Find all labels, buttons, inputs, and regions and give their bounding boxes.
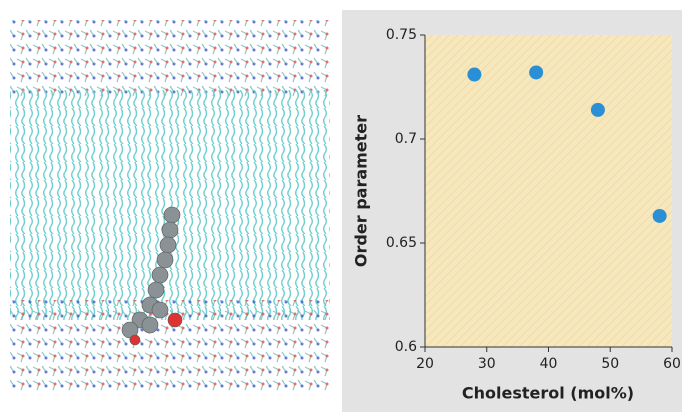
point: [590, 102, 605, 117]
x-axis-title: Cholesterol (mol%): [462, 384, 634, 403]
x-tick-label: 60: [663, 356, 681, 372]
y-tick-label: 0.6: [395, 339, 417, 355]
y-tick-label: 0.65: [386, 235, 417, 251]
y-tick-label: 0.75: [386, 27, 417, 43]
y-axis-title: Order parameter: [352, 115, 371, 267]
point: [467, 67, 482, 82]
point: [529, 65, 544, 80]
membrane-image: [10, 20, 330, 390]
x-tick-label: 50: [601, 356, 619, 372]
y-tick-label: 0.7: [395, 131, 417, 147]
point: [652, 208, 667, 223]
x-tick-label: 20: [416, 356, 434, 372]
x-tick-label: 40: [540, 356, 558, 372]
x-tick-label: 30: [478, 356, 496, 372]
plot-area: [425, 35, 672, 347]
